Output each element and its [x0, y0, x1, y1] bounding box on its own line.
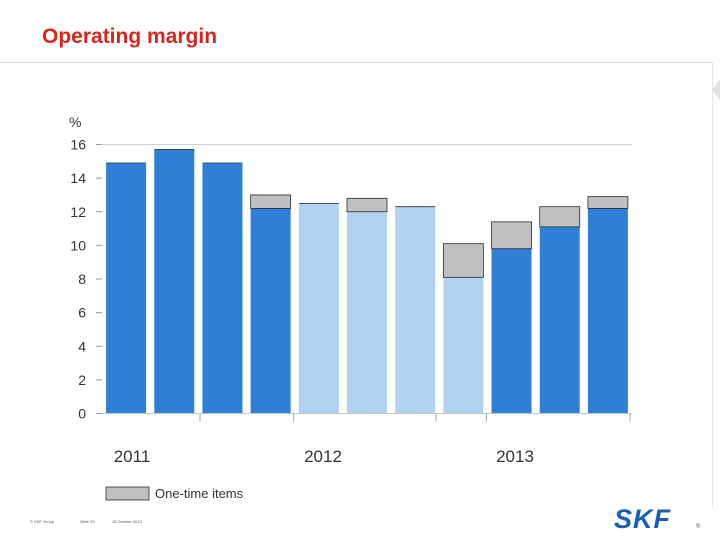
- y-tick-label: 4: [78, 338, 86, 354]
- x-axis: 2011 2012 2013: [102, 413, 632, 466]
- year-label: 2011: [114, 447, 151, 466]
- bar-one-time-segment: [587, 196, 629, 209]
- y-tick-label: 10: [70, 237, 86, 253]
- y-axis-unit: %: [69, 114, 81, 130]
- y-tick-label: 12: [70, 204, 86, 220]
- bar-one-time-segment: [539, 206, 581, 228]
- y-tick-label: 16: [70, 137, 86, 153]
- skf-logo-text: SKF: [614, 504, 672, 533]
- bar: [443, 277, 484, 414]
- bar: [154, 149, 195, 414]
- y-tick-label: 6: [78, 305, 86, 321]
- y-tick-label: 2: [78, 372, 86, 388]
- y-tick-label: 14: [70, 170, 86, 186]
- bar: [106, 162, 147, 414]
- title-divider: [0, 62, 712, 63]
- footer-group: © SKF Group: [30, 519, 55, 524]
- bar: [587, 208, 628, 414]
- bar: [395, 206, 436, 414]
- skf-logo: SKF ®: [614, 504, 701, 533]
- bar: [298, 203, 339, 414]
- y-tick-label: 0: [78, 406, 86, 422]
- bar-one-time-segment: [442, 243, 484, 278]
- bar-one-time-segment: [491, 221, 532, 250]
- legend-label: One-time items: [155, 486, 244, 501]
- year-label: 2012: [304, 447, 342, 466]
- registered-mark: ®: [696, 523, 701, 530]
- year-label: 2013: [496, 447, 534, 466]
- legend: One-time items: [105, 486, 244, 501]
- bar: [250, 208, 291, 414]
- bar: [491, 248, 532, 414]
- footer-slide: Slide 20: [80, 519, 95, 524]
- legend-swatch: [105, 486, 150, 501]
- y-axis: % 0 2 4 6 8 10 12 14 16: [69, 114, 102, 422]
- bar: [347, 211, 387, 414]
- bars: [106, 149, 629, 414]
- bar-one-time-segment: [250, 194, 292, 209]
- edge-arrow-icon: [712, 80, 720, 100]
- bar-one-time-segment: [346, 197, 388, 213]
- bar: [539, 226, 580, 414]
- footer-date: 15 October 2013: [112, 519, 142, 524]
- slide-edge-line: [712, 62, 713, 507]
- page-title: Operating margin: [42, 25, 218, 48]
- y-tick-label: 8: [78, 271, 86, 287]
- bar: [202, 162, 243, 414]
